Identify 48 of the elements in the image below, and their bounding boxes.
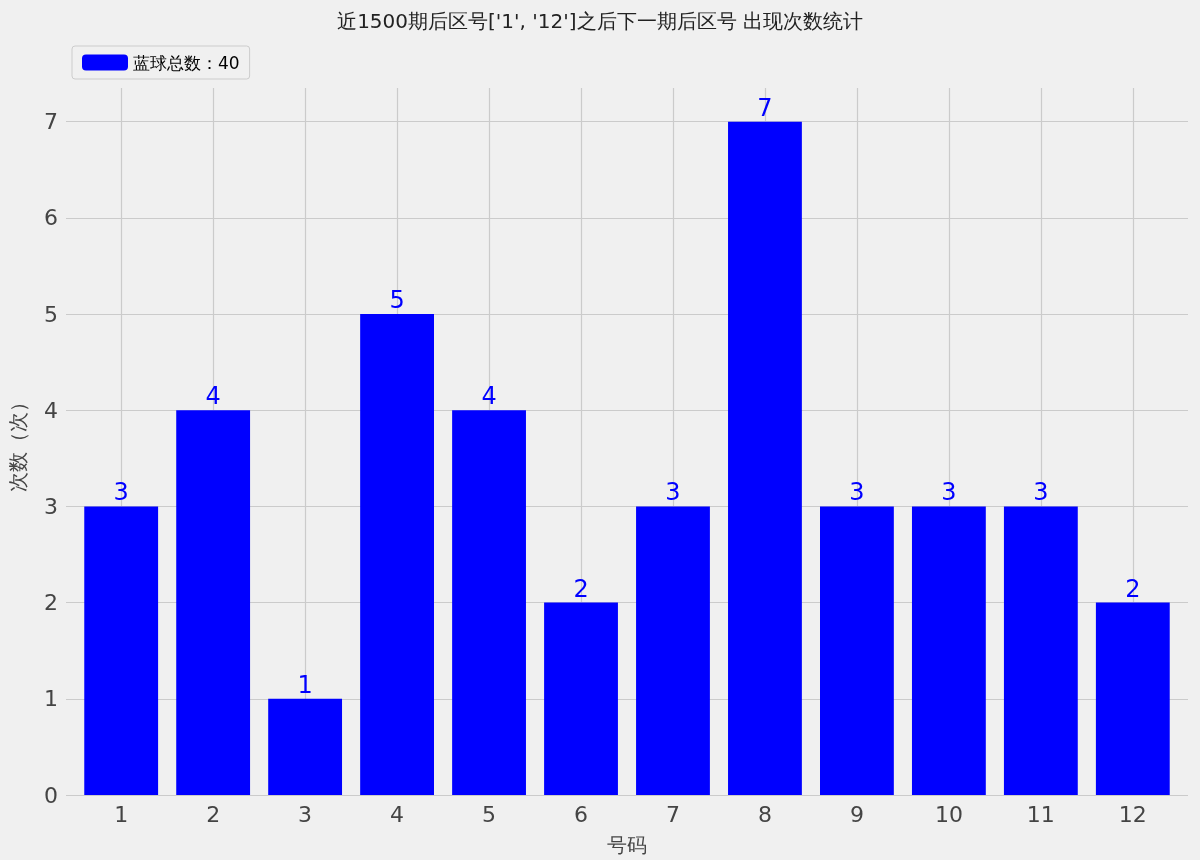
y-tick-label: 0 <box>44 782 58 808</box>
y-tick-label: 5 <box>44 301 58 327</box>
bar <box>820 506 894 795</box>
y-tick-label: 1 <box>44 686 58 712</box>
bar <box>544 602 618 795</box>
bar <box>636 506 710 795</box>
x-tick-label: 7 <box>665 801 680 827</box>
legend-label: 蓝球总数：40 <box>133 52 240 73</box>
data-label: 3 <box>665 478 681 507</box>
y-tick-label: 3 <box>44 493 58 519</box>
x-tick-label: 9 <box>849 801 864 827</box>
bar <box>360 314 434 795</box>
x-tick-label: 11 <box>1026 801 1055 827</box>
y-axis-title: 次数（次） <box>6 391 30 492</box>
data-label: 3 <box>113 478 129 507</box>
data-label: 3 <box>849 478 865 507</box>
data-label: 5 <box>389 286 405 315</box>
bar <box>452 410 526 795</box>
x-tick-label: 5 <box>482 801 497 827</box>
data-label: 1 <box>297 670 313 699</box>
x-tick-label: 12 <box>1118 801 1147 827</box>
chart-title: 近1500期后区号['1', '12']之后下一期后区号 出现次数统计 <box>337 9 863 33</box>
bar <box>176 410 251 795</box>
y-tick-label: 2 <box>44 590 58 616</box>
x-tick-label: 2 <box>206 801 221 827</box>
x-tick-label: 1 <box>114 801 129 827</box>
y-tick-label: 6 <box>44 205 58 231</box>
data-label: 3 <box>941 478 957 507</box>
bar <box>728 121 802 795</box>
x-axis-title: 号码 <box>607 833 647 857</box>
x-tick-label: 8 <box>757 801 772 827</box>
data-label: 4 <box>481 382 497 411</box>
y-tick-label: 7 <box>44 109 58 135</box>
x-tick-label: 10 <box>934 801 963 827</box>
data-label: 3 <box>1033 478 1049 507</box>
bar <box>1095 602 1170 795</box>
data-label: 7 <box>757 93 773 122</box>
bar <box>911 506 986 795</box>
x-tick-label: 6 <box>574 801 589 827</box>
data-label: 2 <box>1125 574 1141 603</box>
bar <box>268 698 343 795</box>
bar <box>84 506 159 795</box>
data-label: 4 <box>205 382 221 411</box>
x-tick-label: 4 <box>390 801 405 827</box>
x-tick-label: 3 <box>298 801 313 827</box>
data-label: 2 <box>573 574 589 603</box>
y-tick-label: 4 <box>44 397 58 423</box>
bar <box>1003 506 1078 795</box>
